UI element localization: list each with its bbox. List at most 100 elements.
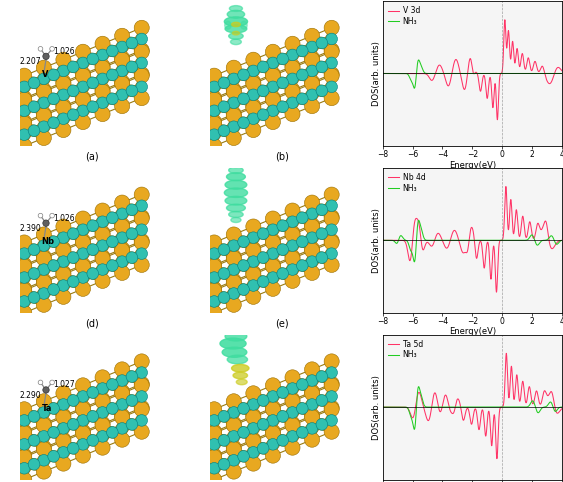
Circle shape (226, 273, 242, 288)
Circle shape (19, 439, 30, 450)
Circle shape (285, 226, 300, 241)
Circle shape (228, 430, 240, 442)
NH₃ (448, 237, 455, 243)
NH₃ (558, 404, 563, 410)
Circle shape (324, 257, 339, 272)
Circle shape (326, 81, 337, 93)
Circle shape (38, 214, 43, 218)
Circle shape (75, 44, 91, 59)
Circle shape (75, 235, 91, 250)
Nb 4d (503, 184, 510, 189)
Circle shape (17, 68, 32, 83)
Circle shape (134, 211, 149, 226)
Circle shape (56, 432, 71, 447)
Circle shape (226, 227, 242, 242)
Circle shape (95, 107, 110, 121)
Circle shape (287, 73, 298, 85)
Nb 4d (493, 289, 500, 295)
Circle shape (126, 252, 138, 263)
Ellipse shape (231, 217, 241, 223)
Circle shape (117, 232, 128, 243)
Circle shape (248, 399, 259, 410)
Circle shape (134, 44, 149, 59)
Circle shape (324, 187, 339, 202)
Circle shape (246, 410, 261, 425)
Circle shape (43, 220, 49, 227)
Circle shape (56, 266, 71, 281)
Text: 1.026: 1.026 (53, 214, 75, 223)
Circle shape (95, 273, 110, 288)
Circle shape (87, 387, 99, 398)
Circle shape (56, 386, 71, 401)
Circle shape (305, 408, 320, 423)
Circle shape (207, 426, 222, 441)
Circle shape (305, 51, 320, 66)
Circle shape (48, 93, 60, 105)
Circle shape (56, 75, 71, 90)
Circle shape (28, 458, 40, 470)
Circle shape (68, 442, 79, 454)
Circle shape (238, 93, 249, 105)
Circle shape (238, 260, 249, 271)
Circle shape (117, 65, 128, 77)
Circle shape (285, 36, 300, 51)
Circle shape (285, 273, 300, 288)
Circle shape (57, 113, 69, 124)
Circle shape (248, 89, 259, 101)
Circle shape (36, 464, 51, 479)
Circle shape (218, 411, 230, 422)
Y-axis label: DOS(arb. units): DOS(arb. units) (372, 41, 381, 106)
Circle shape (207, 235, 222, 250)
Circle shape (267, 224, 279, 236)
Circle shape (50, 214, 55, 218)
Circle shape (17, 305, 32, 321)
Circle shape (115, 243, 129, 258)
Circle shape (77, 81, 89, 93)
Circle shape (287, 49, 298, 61)
Circle shape (265, 259, 280, 274)
Circle shape (208, 129, 220, 140)
Line: NH₃: NH₃ (383, 220, 562, 262)
Text: (d): (d) (86, 319, 99, 329)
Circle shape (95, 60, 110, 75)
Circle shape (324, 376, 339, 391)
Circle shape (75, 92, 91, 107)
Circle shape (238, 402, 249, 414)
Circle shape (95, 84, 110, 99)
Text: Nb: Nb (42, 237, 55, 246)
Circle shape (38, 430, 50, 442)
Circle shape (246, 52, 261, 67)
Circle shape (207, 92, 222, 107)
Circle shape (267, 57, 279, 69)
Circle shape (126, 395, 138, 406)
Circle shape (305, 386, 320, 401)
Circle shape (115, 432, 129, 447)
Circle shape (324, 378, 339, 393)
Nb 4d (410, 226, 417, 231)
Circle shape (126, 371, 138, 382)
Circle shape (75, 448, 91, 463)
Circle shape (136, 224, 148, 236)
Circle shape (207, 424, 222, 439)
Circle shape (87, 220, 99, 231)
Circle shape (57, 89, 69, 101)
Circle shape (75, 67, 91, 82)
Circle shape (97, 240, 108, 252)
Circle shape (95, 251, 110, 266)
Circle shape (285, 440, 300, 455)
Circle shape (265, 235, 280, 250)
Nb 4d (555, 239, 562, 244)
Circle shape (19, 295, 30, 308)
Text: 2.207: 2.207 (19, 57, 41, 67)
Circle shape (208, 105, 220, 117)
Circle shape (75, 426, 91, 441)
Circle shape (277, 435, 288, 446)
NH₃ (410, 84, 417, 90)
Circle shape (106, 212, 118, 224)
Circle shape (226, 108, 242, 123)
Ellipse shape (225, 196, 247, 205)
Ellipse shape (222, 347, 247, 357)
Circle shape (19, 462, 30, 474)
Circle shape (316, 371, 328, 382)
V 3d (448, 73, 455, 79)
